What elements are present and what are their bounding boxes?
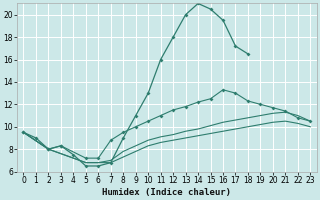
- X-axis label: Humidex (Indice chaleur): Humidex (Indice chaleur): [102, 188, 231, 197]
